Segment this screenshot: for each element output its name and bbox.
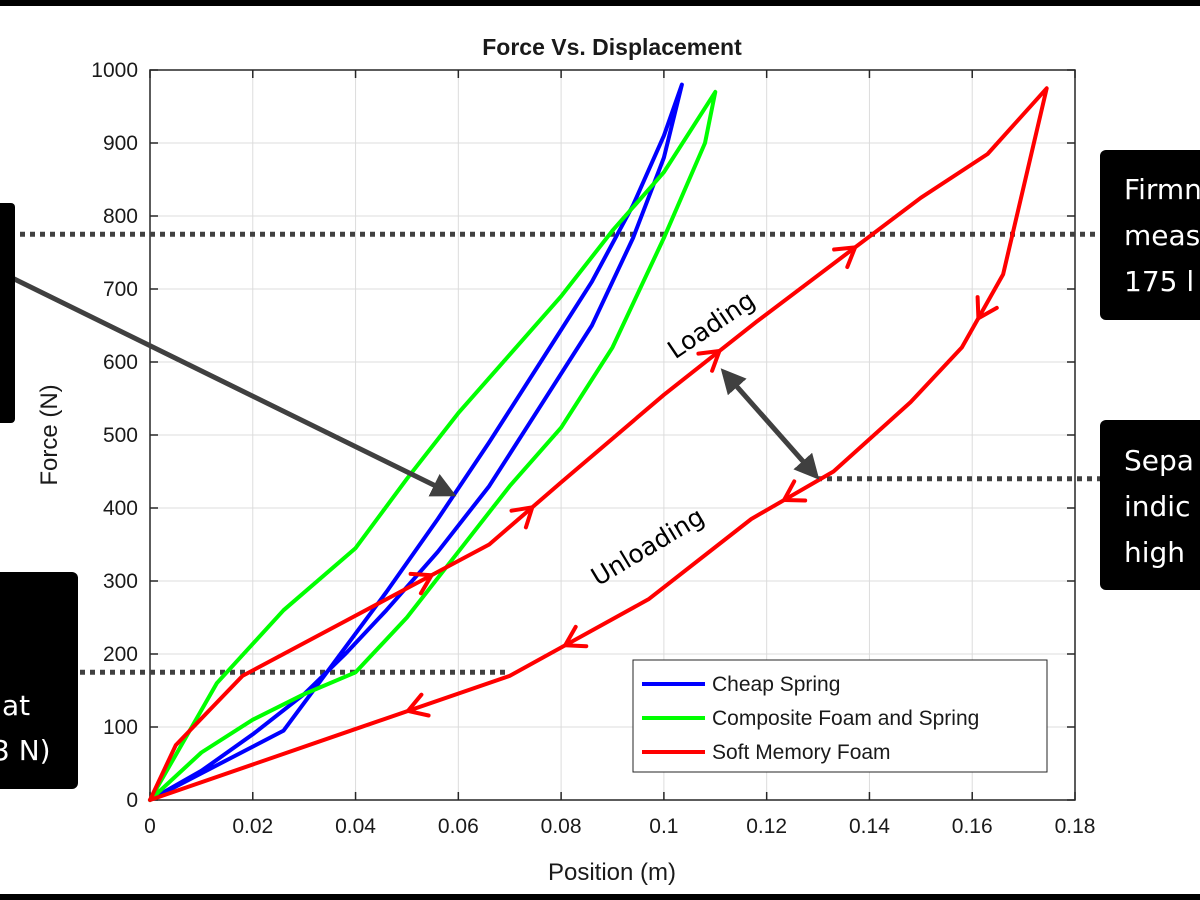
direction-arrowhead [696, 349, 722, 373]
x-tick-label: 0.02 [232, 815, 273, 838]
y-axis-label: Force (N) [36, 384, 63, 485]
callout-bottom-left-line2: 3 N) [0, 734, 51, 767]
y-tick-label: 600 [103, 351, 138, 374]
callout-bottom-left-box [0, 572, 78, 789]
x-tick-label: 0.14 [849, 815, 890, 838]
separation-arrow [720, 368, 820, 480]
y-tick-label: 100 [103, 716, 138, 739]
y-tick-label: 200 [103, 643, 138, 666]
y-tick-label: 900 [103, 132, 138, 155]
direction-arrowhead [509, 505, 535, 530]
legend-label-cheap-spring: Cheap Spring [712, 673, 840, 696]
y-tick-label: 300 [103, 570, 138, 593]
x-tick-label: 0.06 [438, 815, 479, 838]
series-group [148, 82, 1049, 802]
y-tick-label: 1000 [91, 59, 138, 82]
axis-ticks [149, 69, 1076, 801]
frame-top [0, 0, 1200, 6]
callout-middle-right-box [1100, 420, 1200, 590]
callout-top-right: Firmn meas 175 l [1100, 150, 1200, 320]
x-tick-label: 0.16 [952, 815, 993, 838]
direction-arrowhead [975, 295, 999, 321]
x-axis-label: Position (m) [548, 859, 676, 886]
frame-bottom [0, 894, 1200, 900]
x-tick-label: 0.1 [649, 815, 678, 838]
callout-bottom-left-line1: at [2, 689, 30, 722]
callout-top-right-line1: Firmn [1124, 173, 1200, 206]
direction-arrowhead [832, 245, 858, 269]
pointer-arrow [0, 269, 457, 497]
callout-left-top [0, 203, 15, 423]
callout-middle-right-line3: high [1124, 536, 1185, 569]
callout-middle-right-line2: indic [1124, 490, 1190, 523]
callout-top-right-line2: meas [1124, 219, 1200, 252]
series-line-1 [148, 89, 718, 802]
legend: Cheap Spring Composite Foam and Spring S… [632, 659, 1048, 773]
direction-arrowhead [408, 571, 434, 596]
tick-labels: 0 0.02 0.04 0.06 0.08 0.1 0.12 0.14 0.16 0.18 0 100… [91, 59, 1095, 838]
callout-middle-right: Sepa indic high [1100, 420, 1200, 590]
callout-bottom-left: at 3 N) [0, 572, 78, 789]
direction-arrowhead [563, 624, 589, 649]
callout-top-right-box [1100, 150, 1200, 320]
callout-middle-right-line1: Sepa [1124, 444, 1194, 477]
x-tick-label: 0.18 [1055, 815, 1096, 838]
direction-arrows [406, 245, 999, 718]
x-tick-label: 0.08 [541, 815, 582, 838]
legend-label-memory-foam: Soft Memory Foam [712, 741, 891, 764]
y-tick-label: 800 [103, 205, 138, 228]
x-tick-label: 0.12 [746, 815, 787, 838]
y-tick-label: 500 [103, 424, 138, 447]
legend-label-composite: Composite Foam and Spring [712, 707, 979, 730]
direction-arrowhead [406, 692, 431, 718]
x-tick-label: 0.04 [335, 815, 376, 838]
callout-top-right-line3: 175 l [1124, 265, 1194, 298]
y-tick-label: 400 [103, 497, 138, 520]
callout-left-top-box [0, 203, 15, 423]
direction-arrowhead [782, 479, 808, 503]
series-line-0 [148, 82, 684, 802]
x-tick-label: 0 [144, 815, 156, 838]
chart-title: Force Vs. Displacement [482, 34, 742, 60]
y-tick-label: 0 [126, 789, 138, 812]
series-line-2 [148, 86, 1049, 802]
y-tick-label: 700 [103, 278, 138, 301]
